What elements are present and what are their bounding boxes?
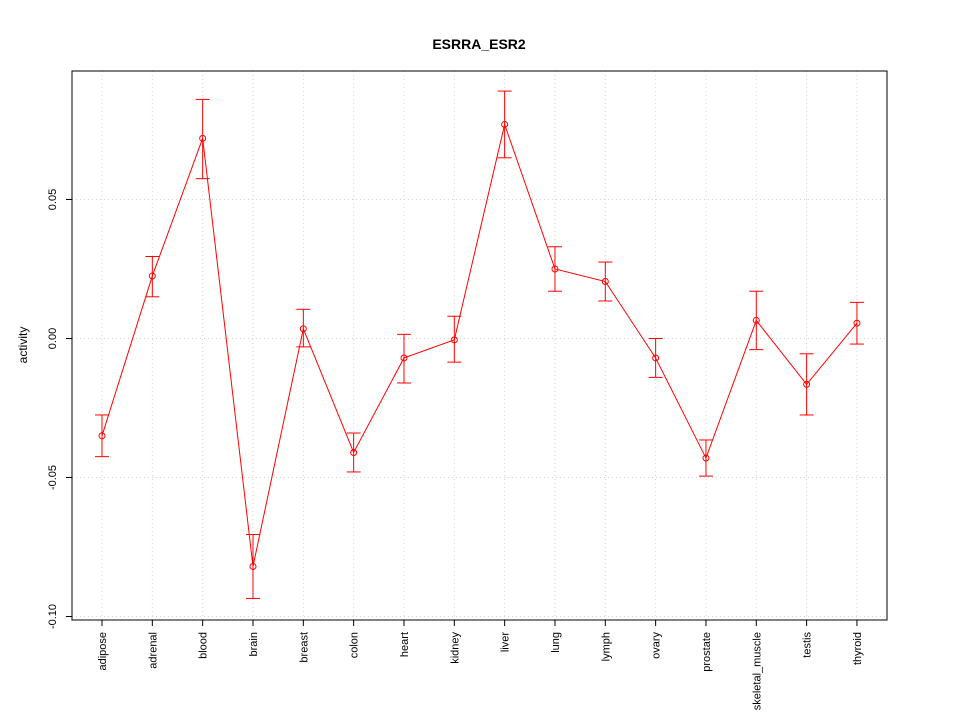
x-tick-label: testis: [802, 632, 814, 658]
data-point: [350, 448, 358, 456]
error-bar: [296, 308, 311, 348]
error-bar: [195, 98, 210, 180]
data-point: [400, 354, 408, 362]
data-point: [601, 278, 609, 286]
data-point: [199, 134, 207, 142]
data-point: [803, 380, 811, 388]
y-tick-label: -0.05: [47, 465, 59, 490]
data-point: [652, 354, 660, 362]
error-bar: [245, 533, 260, 599]
grid: [72, 71, 887, 620]
error-bar: [598, 261, 613, 302]
x-tick-label: lung: [550, 632, 562, 653]
plot-frame: [71, 70, 888, 621]
error-bar: [447, 315, 462, 363]
data-point: [148, 272, 156, 280]
data-point: [501, 120, 509, 128]
series-layer: [95, 90, 864, 599]
y-axis-label: activity: [16, 327, 30, 364]
x-tick-label: kidney: [449, 632, 461, 664]
x-tick-label: adrenal: [147, 632, 159, 669]
data-point: [702, 454, 710, 462]
x-tick-label: adipose: [97, 632, 109, 671]
x-axis: adipose adrenal blood brain breast colon heart…: [97, 620, 864, 710]
data-point: [450, 336, 458, 344]
data-point: [299, 325, 307, 333]
error-bar: [698, 439, 713, 477]
data-point: [249, 562, 257, 570]
error-bar: [648, 338, 663, 378]
x-tick-label: skeletal_muscle: [751, 632, 763, 710]
x-tick-label: prostate: [701, 632, 713, 672]
data-point: [98, 432, 106, 440]
data-point: [551, 265, 559, 273]
x-tick-label: lymph: [600, 632, 612, 661]
x-tick-label: brain: [248, 632, 260, 656]
data-point: [752, 316, 760, 324]
data-point: [853, 319, 861, 327]
error-bar: [547, 246, 562, 292]
y-axis: -0.10 -0.05 0.00 0.05: [47, 189, 72, 629]
error-bar: [849, 301, 864, 345]
x-tick-label: ovary: [651, 632, 663, 659]
y-tick-label: -0.10: [47, 604, 59, 629]
chart-title: ESRRA_ESR2: [432, 36, 526, 52]
error-bar: [497, 90, 512, 159]
x-tick-label: liver: [500, 632, 512, 653]
error-bar: [749, 290, 764, 351]
error-bar: [346, 432, 361, 473]
error-bar: [95, 414, 109, 458]
x-tick-label: heart: [399, 632, 411, 657]
series-line: [101, 122, 858, 567]
x-tick-label: blood: [198, 632, 210, 659]
x-tick-label: thyroid: [852, 632, 864, 665]
x-tick-label: breast: [298, 632, 310, 663]
y-tick-label: 0.05: [47, 189, 59, 210]
y-tick-label: 0.00: [47, 328, 59, 349]
x-tick-label: colon: [349, 632, 361, 658]
error-bar: [799, 353, 814, 416]
error-bar: [145, 255, 160, 298]
error-bar: [396, 333, 411, 384]
